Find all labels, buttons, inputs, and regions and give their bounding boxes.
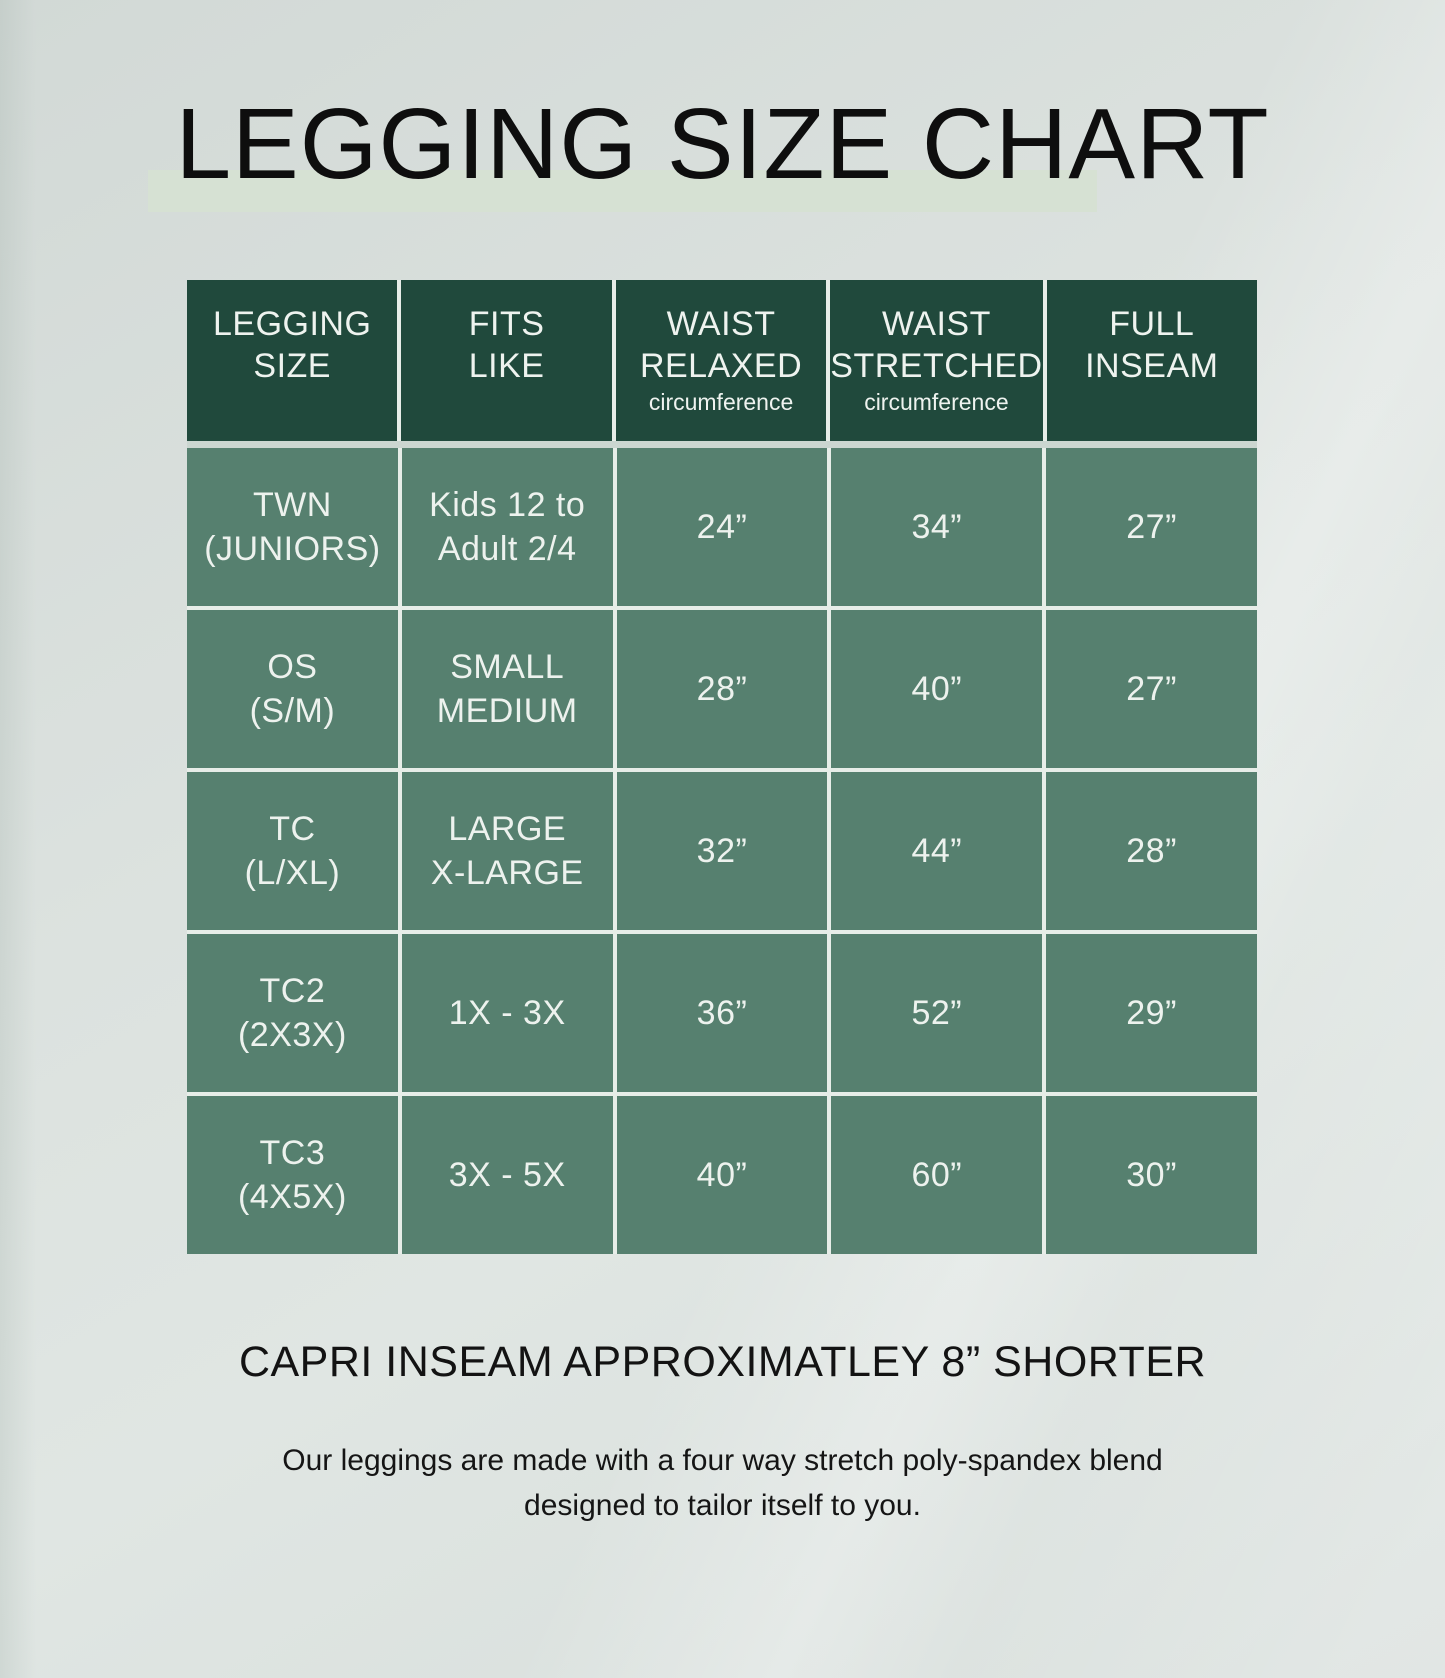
cell-waist-relaxed: 36” — [616, 934, 828, 1092]
cell-size: OS (S/M) — [187, 610, 398, 768]
cell-fits-like: Kids 12 to Adult 2/4 — [401, 448, 613, 606]
column-header-waist-relaxed: WAIST RELAXED circumference — [615, 280, 827, 441]
cell-waist-relaxed: 24” — [616, 448, 828, 606]
cell-waist-stretched: 44” — [831, 772, 1043, 930]
cell-full-inseam: 27” — [1046, 610, 1257, 768]
cell-waist-relaxed: 28” — [616, 610, 828, 768]
cell-size: TC2 (2X3X) — [187, 934, 398, 1092]
cell-size: TWN (JUNIORS) — [187, 448, 398, 606]
column-header-label: LEGGING SIZE — [212, 305, 372, 385]
cell-full-inseam: 30” — [1046, 1096, 1257, 1254]
cell-fits-like: LARGE X-LARGE — [401, 772, 613, 930]
header-body-divider — [187, 441, 1257, 448]
cell-waist-relaxed: 40” — [616, 1096, 828, 1254]
cell-size: TC3 (4X5X) — [187, 1096, 398, 1254]
capri-inseam-note: CAPRI INSEAM APPROXIMATLEY 8” SHORTER — [238, 1338, 1207, 1386]
fabric-description: Our leggings are made with a four way st… — [282, 1444, 1163, 1522]
cell-waist-stretched: 52” — [831, 934, 1043, 1092]
page-title: LEGGING SIZE CHART — [175, 88, 1270, 200]
cell-waist-stretched: 40” — [831, 610, 1043, 768]
column-header-label: FITS LIKE — [468, 305, 545, 385]
title-highlight-band — [148, 170, 1097, 212]
legging-size-table: LEGGING SIZE FITS LIKE WAIST RELAXED cir… — [187, 280, 1257, 1254]
column-header-full-inseam: FULL INSEAM — [1046, 280, 1257, 441]
cell-size: TC (L/XL) — [187, 772, 398, 930]
cell-fits-like: 3X - 5X — [401, 1096, 613, 1254]
column-header-label: FULL INSEAM — [1085, 305, 1219, 385]
table-body: TWN (JUNIORS) Kids 12 to Adult 2/4 24” 3… — [187, 448, 1257, 1254]
cell-waist-stretched: 60” — [831, 1096, 1043, 1254]
column-header-sublabel: circumference — [648, 388, 794, 415]
column-header-waist-stretched: WAIST STRETCHED circumference — [830, 280, 1043, 441]
column-header-sublabel: circumference — [864, 388, 1009, 415]
column-header-label: WAIST RELAXED — [639, 305, 803, 385]
table-header-row: LEGGING SIZE FITS LIKE WAIST RELAXED cir… — [187, 280, 1257, 441]
cell-waist-relaxed: 32” — [616, 772, 828, 930]
cell-waist-stretched: 34” — [831, 448, 1043, 606]
cell-full-inseam: 29” — [1046, 934, 1257, 1092]
cell-fits-like: 1X - 3X — [401, 934, 613, 1092]
column-header-label: WAIST STRETCHED — [830, 305, 1043, 385]
cell-full-inseam: 27” — [1046, 448, 1257, 606]
cell-fits-like: SMALL MEDIUM — [401, 610, 613, 768]
column-header-fits-like: FITS LIKE — [401, 280, 612, 441]
column-header-legging-size: LEGGING SIZE — [187, 280, 398, 441]
cell-full-inseam: 28” — [1046, 772, 1257, 930]
